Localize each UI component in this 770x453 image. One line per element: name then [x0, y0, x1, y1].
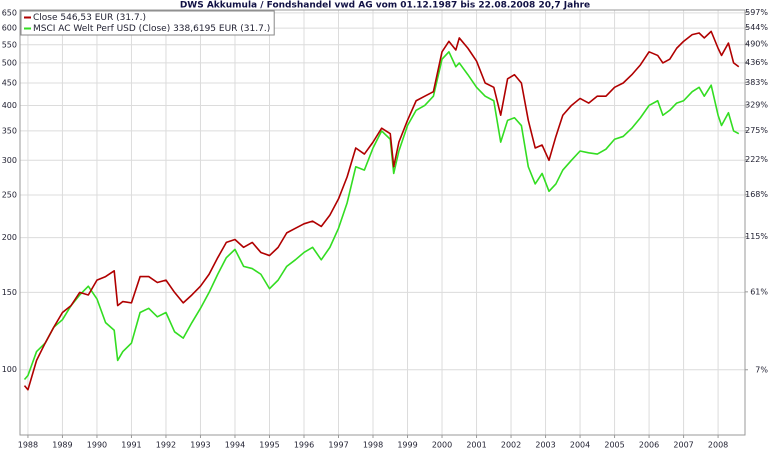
y2-tick-label: 275% — [745, 126, 768, 135]
legend: Close 546,53 EUR (31.7.)MSCI AC Welt Per… — [20, 10, 275, 36]
x-tick-label: 1997 — [328, 441, 348, 450]
x-tick-label: 1995 — [259, 441, 279, 450]
y-tick-label: 350 — [2, 126, 17, 135]
x-tick-label: 2003 — [535, 441, 555, 450]
y2-tick-label: 544% — [745, 23, 768, 32]
series-line — [23, 51, 740, 381]
x-tick-label: 1998 — [363, 441, 383, 450]
y2-tick-label: 115% — [745, 232, 768, 241]
x-tick-label: 2007 — [673, 441, 693, 450]
y-tick-label: 450 — [2, 79, 17, 88]
series-line — [23, 30, 740, 391]
y-tick-label: 200 — [2, 233, 17, 242]
x-tick-label: 1996 — [294, 441, 314, 450]
legend-box — [20, 10, 275, 36]
y2-tick-label: 436% — [745, 58, 768, 67]
y2-tick-label: 222% — [745, 155, 768, 164]
x-tick-label: 1994 — [225, 441, 245, 450]
x-tick-label: 2006 — [639, 441, 659, 450]
x-tick-label: 1988 — [18, 441, 38, 450]
chart-title: DWS Akkumula / Fondshandel vwd AG vom 01… — [180, 1, 590, 11]
y-tick-label: 550 — [2, 40, 17, 49]
x-tick-label: 2004 — [570, 441, 590, 450]
y-tick-label: 300 — [2, 156, 17, 165]
y-tick-label: 150 — [2, 288, 17, 297]
x-tick-label: 1990 — [87, 441, 107, 450]
y2-tick-label: 168% — [745, 190, 768, 199]
y-tick-label: 250 — [2, 191, 17, 200]
x-tick-label: 2002 — [501, 441, 521, 450]
lines — [23, 30, 740, 391]
x-tick-label: 1992 — [156, 441, 176, 450]
y2-tick-label: 7% — [755, 365, 768, 374]
y2-tick-label: 597% — [745, 8, 768, 17]
y-tick-label: 400 — [2, 101, 17, 110]
x-tick-label: 1991 — [121, 441, 141, 450]
y2-tick-label: 329% — [745, 100, 768, 109]
x-tick-label: 2008 — [708, 441, 728, 450]
y-tick-label: 500 — [2, 58, 17, 67]
x-tick-label: 1989 — [52, 441, 72, 450]
y-tick-label: 100 — [2, 365, 17, 374]
y2-tick-label: 383% — [745, 78, 768, 87]
x-tick-label: 2001 — [466, 441, 486, 450]
y-tick-label: 650 — [2, 8, 17, 17]
legend-label: Close 546,53 EUR (31.7.) — [33, 13, 146, 23]
x-tick-label: 2005 — [604, 441, 624, 450]
plot-frame — [19, 9, 746, 436]
x-tick-label: 1993 — [190, 441, 210, 450]
y-tick-label: 600 — [2, 24, 17, 33]
x-tick-label: 1999 — [397, 441, 417, 450]
legend-label: MSCI AC Welt Perf USD (Close) 338,6195 E… — [33, 24, 270, 34]
y2-tick-label: 61% — [750, 287, 768, 296]
y2-tick-label: 490% — [745, 40, 768, 49]
x-tick-label: 2000 — [432, 441, 452, 450]
